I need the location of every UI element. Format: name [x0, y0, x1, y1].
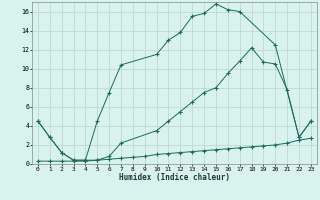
X-axis label: Humidex (Indice chaleur): Humidex (Indice chaleur)	[119, 173, 230, 182]
